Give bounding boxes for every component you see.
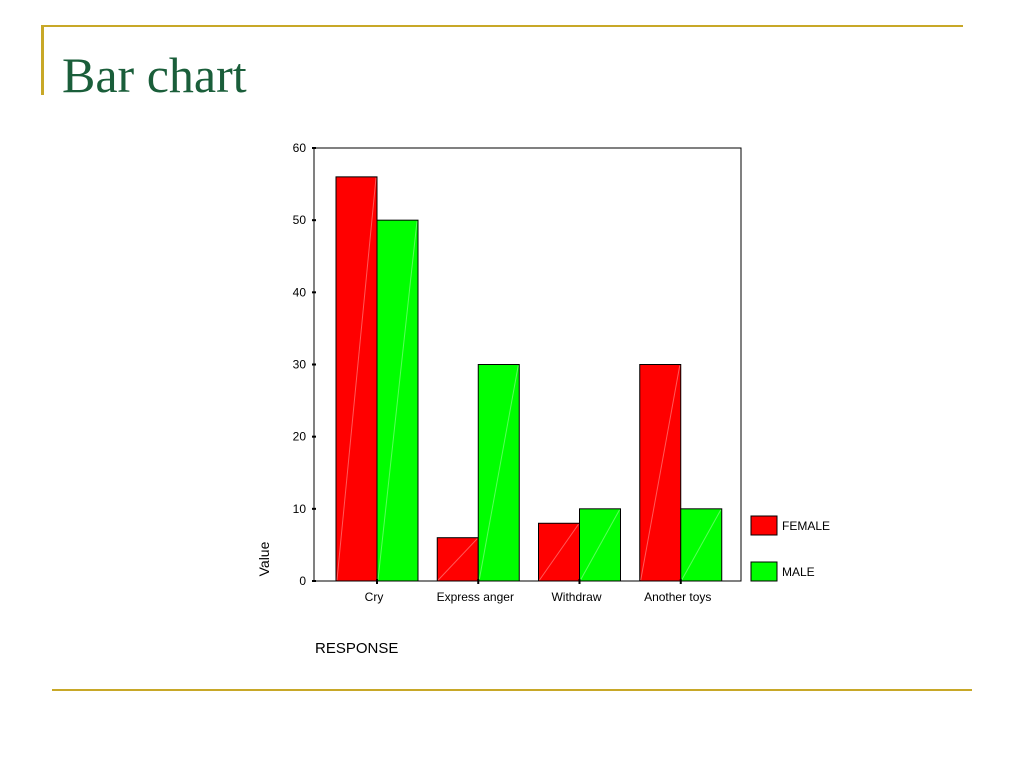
y-tick-label: 40	[293, 285, 307, 299]
y-tick-label: 10	[293, 502, 307, 516]
x-axis-title: RESPONSE	[315, 640, 398, 657]
bar-shading	[336, 177, 377, 581]
bar-shading	[580, 509, 620, 581]
bar-shading	[478, 365, 519, 581]
bar-shading	[539, 523, 579, 581]
bar-male-cry	[376, 219, 419, 582]
bar-shading	[681, 509, 722, 581]
y-axis-title: Value	[256, 541, 272, 576]
bar-female-cry	[335, 176, 378, 582]
y-tick-label: 60	[293, 141, 307, 155]
slide-title: Bar chart	[62, 47, 247, 103]
legend-swatch-male	[750, 561, 778, 582]
bar-male-withdraw	[579, 508, 621, 582]
bottom-accent-line	[52, 689, 972, 691]
bar-shading	[377, 221, 418, 581]
y-tick-label: 20	[293, 430, 307, 444]
bar-male-express-anger	[477, 364, 520, 582]
legend-label-female: FEMALE	[782, 519, 830, 533]
legend-label-male: MALE	[782, 565, 815, 579]
bar-female-another-toys	[639, 364, 682, 582]
top-accent-line	[41, 25, 963, 27]
x-tick-label: Cry	[365, 590, 384, 604]
legend-swatch-female	[750, 515, 778, 536]
bar-shading	[437, 538, 478, 581]
x-tick-label: Express anger	[437, 590, 514, 604]
bar-shading	[640, 365, 681, 581]
y-tick-label: 30	[293, 358, 307, 372]
bar-female-express-anger	[436, 537, 479, 582]
y-tick-label: 0	[299, 574, 306, 588]
x-tick-label: Withdraw	[551, 590, 601, 604]
bar-male-another-toys	[680, 508, 723, 582]
left-accent-line	[41, 25, 44, 95]
y-tick-label: 50	[293, 213, 307, 227]
x-tick-label: Another toys	[644, 590, 711, 604]
